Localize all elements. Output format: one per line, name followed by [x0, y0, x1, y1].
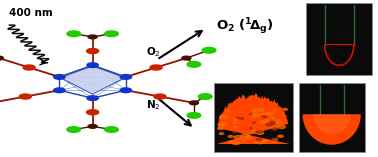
Circle shape: [182, 56, 191, 60]
Circle shape: [229, 141, 233, 143]
Circle shape: [262, 116, 267, 118]
Circle shape: [255, 140, 264, 144]
Circle shape: [249, 114, 252, 115]
Circle shape: [54, 88, 65, 93]
Circle shape: [234, 119, 237, 121]
Circle shape: [274, 120, 282, 123]
Circle shape: [262, 140, 267, 142]
Circle shape: [198, 94, 212, 99]
Circle shape: [154, 94, 166, 99]
Text: O$_2$: O$_2$: [146, 45, 161, 59]
Circle shape: [273, 138, 277, 140]
Circle shape: [261, 113, 267, 116]
Circle shape: [251, 110, 256, 112]
Circle shape: [266, 113, 270, 114]
Circle shape: [233, 122, 237, 124]
Circle shape: [240, 118, 244, 119]
Circle shape: [187, 113, 201, 118]
Circle shape: [19, 94, 31, 99]
Circle shape: [270, 121, 275, 123]
Circle shape: [218, 123, 225, 126]
Circle shape: [257, 132, 263, 134]
Circle shape: [278, 125, 285, 129]
Circle shape: [234, 135, 242, 139]
Circle shape: [228, 135, 233, 137]
Circle shape: [233, 132, 236, 133]
Bar: [306, 3, 372, 75]
Circle shape: [233, 126, 237, 128]
Circle shape: [150, 65, 162, 70]
Circle shape: [265, 113, 272, 116]
Circle shape: [273, 141, 275, 142]
Circle shape: [87, 96, 98, 100]
Circle shape: [54, 75, 65, 79]
Circle shape: [242, 140, 246, 142]
Circle shape: [189, 101, 198, 105]
Circle shape: [0, 56, 3, 60]
Polygon shape: [313, 114, 351, 134]
Polygon shape: [303, 114, 361, 145]
Text: 400 nm: 400 nm: [9, 8, 53, 18]
Circle shape: [87, 63, 98, 68]
Polygon shape: [217, 94, 290, 144]
Circle shape: [88, 125, 97, 128]
Circle shape: [262, 140, 266, 142]
Text: N$_2$: N$_2$: [146, 98, 160, 112]
Circle shape: [218, 127, 223, 130]
Circle shape: [266, 124, 271, 126]
Circle shape: [282, 108, 287, 111]
Circle shape: [67, 31, 81, 37]
Circle shape: [266, 119, 269, 121]
Circle shape: [220, 123, 227, 125]
Bar: [299, 83, 365, 152]
Circle shape: [256, 138, 262, 141]
Circle shape: [271, 123, 275, 125]
Circle shape: [232, 141, 240, 144]
Circle shape: [88, 35, 97, 39]
Circle shape: [187, 62, 201, 67]
Circle shape: [271, 117, 275, 119]
Circle shape: [278, 135, 283, 137]
Circle shape: [87, 110, 99, 115]
Circle shape: [274, 109, 277, 111]
Circle shape: [202, 47, 216, 53]
Circle shape: [23, 65, 35, 70]
Circle shape: [271, 138, 276, 140]
Circle shape: [251, 113, 260, 117]
Polygon shape: [60, 66, 125, 94]
Circle shape: [271, 128, 277, 130]
Circle shape: [256, 130, 262, 133]
Circle shape: [105, 31, 118, 37]
Circle shape: [253, 122, 256, 123]
Circle shape: [220, 133, 224, 134]
Circle shape: [236, 117, 239, 118]
Circle shape: [120, 75, 132, 79]
Circle shape: [67, 127, 81, 132]
Circle shape: [271, 112, 273, 113]
Circle shape: [241, 134, 249, 138]
Circle shape: [105, 127, 118, 132]
Circle shape: [87, 49, 99, 54]
Text: $\mathbf{O_2\ (^1\!\Delta_g)}$: $\mathbf{O_2\ (^1\!\Delta_g)}$: [216, 16, 274, 37]
Circle shape: [246, 138, 251, 139]
Circle shape: [249, 128, 253, 129]
Circle shape: [255, 108, 264, 112]
Circle shape: [271, 127, 277, 129]
Circle shape: [252, 130, 259, 133]
Circle shape: [220, 115, 228, 119]
Circle shape: [256, 132, 258, 133]
Circle shape: [260, 121, 267, 124]
Bar: [214, 83, 293, 152]
Circle shape: [245, 136, 251, 138]
Circle shape: [120, 88, 132, 93]
